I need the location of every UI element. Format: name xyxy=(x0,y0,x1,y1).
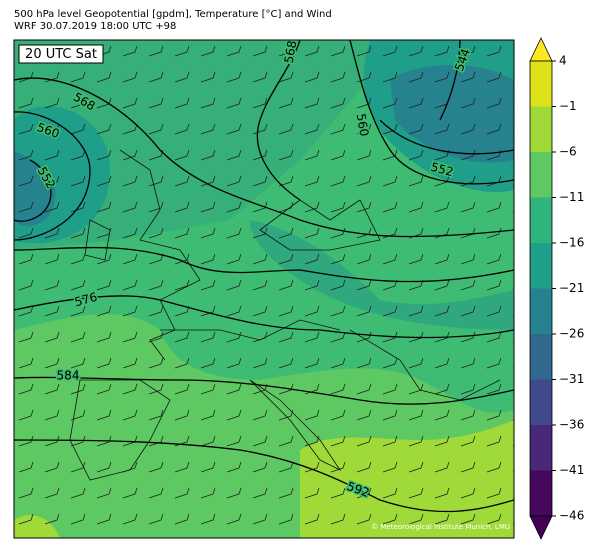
colorbar-tick-label: −1 xyxy=(559,99,577,113)
title: 500 hPa level Geopotential [gpdm], Tempe… xyxy=(14,9,332,20)
colorbar-tick-label: −21 xyxy=(559,281,584,295)
colorbar-band xyxy=(530,243,552,289)
contour-label: 568 xyxy=(282,39,300,64)
contour-label: 584 xyxy=(57,369,80,383)
time-box xyxy=(18,44,104,64)
colorbar-tick-label: −31 xyxy=(559,372,584,386)
colorbar-tick-label: −11 xyxy=(559,190,584,204)
subtitle: WRF 30.07.2019 18:00 UTC +98 xyxy=(14,21,176,32)
colorbar: 4 −1 −6 −11 −16 −21 −26 −31 −36 −41 −46 xyxy=(529,37,584,540)
contour-label: 560 xyxy=(354,112,372,137)
colorbar-tick-label: −36 xyxy=(559,418,584,432)
colorbar-extend-top xyxy=(529,37,553,62)
colorbar-band xyxy=(530,334,552,380)
colorbar-tick-label: 4 xyxy=(559,54,567,68)
colorbar-tick-label: −41 xyxy=(559,463,584,477)
credit: © Meteorological Institute Munich, LMU xyxy=(371,523,510,531)
colorbar-band xyxy=(530,379,552,426)
colorbar-tick-label: −46 xyxy=(559,509,584,523)
colorbar-tick-label: −16 xyxy=(559,236,584,250)
colorbar-tick-label: −26 xyxy=(559,327,584,341)
time-label: 20 UTC Sat xyxy=(25,47,97,62)
colorbar-band xyxy=(530,470,552,517)
colorbar-extend-bottom xyxy=(529,515,553,540)
colorbar-band xyxy=(530,288,552,335)
colorbar-band xyxy=(530,61,552,107)
map-frame xyxy=(13,39,515,539)
colorbar-band xyxy=(530,106,552,153)
colorbar-tick-label: −6 xyxy=(559,145,577,159)
colorbar-band xyxy=(530,152,552,198)
contour-label: 552 xyxy=(429,160,455,179)
colorbar-band xyxy=(530,197,552,244)
colorbar-band xyxy=(530,425,552,471)
